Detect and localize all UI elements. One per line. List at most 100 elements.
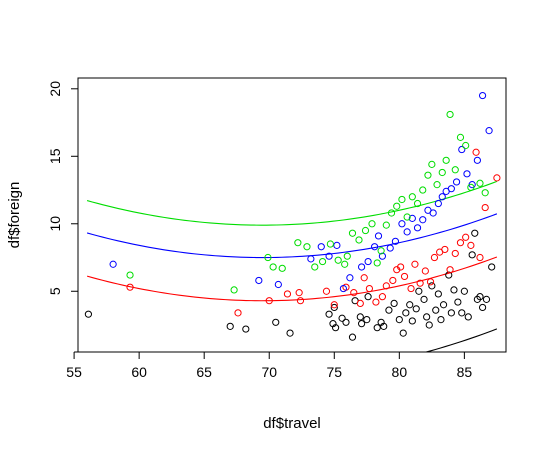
data-point [357, 263, 366, 271]
data-point [468, 251, 476, 259]
data-point [391, 237, 400, 245]
data-point [377, 247, 385, 255]
data-point [398, 195, 406, 204]
data-point [331, 324, 340, 332]
data-point [378, 293, 387, 301]
data-point [368, 220, 376, 228]
data-point [390, 299, 398, 308]
data-point [333, 241, 341, 249]
data-point [356, 313, 364, 321]
x-tick-label: 80 [392, 364, 408, 380]
data-point [286, 329, 294, 337]
data-point [463, 170, 471, 178]
data-point [458, 145, 466, 154]
data-point [385, 306, 393, 314]
data-point [441, 245, 449, 254]
data-point [234, 309, 242, 317]
data-point [126, 271, 134, 279]
x-tick-label: 65 [196, 364, 212, 380]
data-point [371, 243, 379, 251]
data-point [429, 209, 437, 217]
data-point [424, 171, 432, 179]
data-point [434, 199, 442, 208]
y-tick-label: 20 [47, 81, 63, 97]
data-point [447, 309, 455, 317]
data-point [433, 181, 441, 189]
data-point [109, 260, 117, 268]
data-point [343, 252, 351, 260]
data-point [438, 193, 446, 201]
fitted-curve [87, 328, 498, 352]
data-point [458, 309, 466, 317]
data-point [272, 318, 280, 326]
data-point [488, 263, 496, 271]
data-point [355, 236, 363, 244]
x-axis-label: df$travel [263, 415, 321, 432]
data-point [445, 271, 453, 279]
fitted-curve [86, 180, 498, 226]
data-point [380, 322, 388, 330]
data-point [395, 316, 403, 324]
data-point [406, 301, 414, 309]
data-point [407, 284, 415, 293]
data-point [322, 287, 331, 295]
data-point [382, 282, 390, 290]
data-point [438, 168, 446, 177]
data-point [334, 256, 342, 264]
data-point [451, 249, 459, 258]
data-point [481, 203, 489, 212]
x-tick-label: 60 [131, 364, 147, 380]
data-point [265, 297, 273, 305]
data-point [415, 287, 423, 295]
data-point [471, 229, 479, 237]
data-point [398, 220, 406, 228]
data-point [408, 317, 416, 325]
data-point [303, 243, 311, 251]
y-tick-label: 5 [47, 287, 63, 295]
data-point [348, 333, 357, 341]
data-point [400, 272, 409, 281]
data-point [403, 228, 411, 236]
data-point [447, 185, 455, 193]
data-point [478, 303, 487, 312]
data-point [296, 297, 305, 305]
data-point [451, 166, 459, 174]
data-point [226, 322, 234, 330]
data-point [482, 295, 491, 303]
data-point [326, 240, 334, 248]
data-point [350, 289, 358, 297]
data-point [413, 199, 422, 208]
data-point [373, 259, 381, 267]
x-tick-label: 85 [457, 364, 473, 380]
data-point [413, 224, 422, 232]
data-point [307, 255, 315, 263]
data-point [402, 309, 410, 317]
data-point [325, 252, 333, 260]
data-point [360, 274, 368, 282]
data-point [364, 293, 372, 301]
data-point [454, 298, 462, 306]
data-point [473, 156, 481, 164]
data-point [493, 174, 501, 182]
data-point [84, 310, 93, 318]
fitted-curve [86, 213, 498, 259]
data-point [420, 295, 428, 303]
data-point [387, 209, 396, 217]
data-point [269, 263, 277, 271]
data-point [446, 266, 454, 274]
data-point [389, 276, 397, 285]
data-point [403, 213, 411, 221]
plot-box [77, 77, 507, 353]
data-point [446, 110, 454, 119]
data-point [356, 299, 364, 308]
data-point [434, 290, 442, 298]
data-point [419, 186, 427, 194]
data-point [330, 301, 338, 309]
data-point [339, 284, 347, 293]
data-point [374, 232, 383, 240]
data-point [386, 244, 394, 252]
data-point [462, 233, 470, 241]
data-point [274, 280, 282, 289]
x-tick-label: 55 [66, 364, 82, 380]
